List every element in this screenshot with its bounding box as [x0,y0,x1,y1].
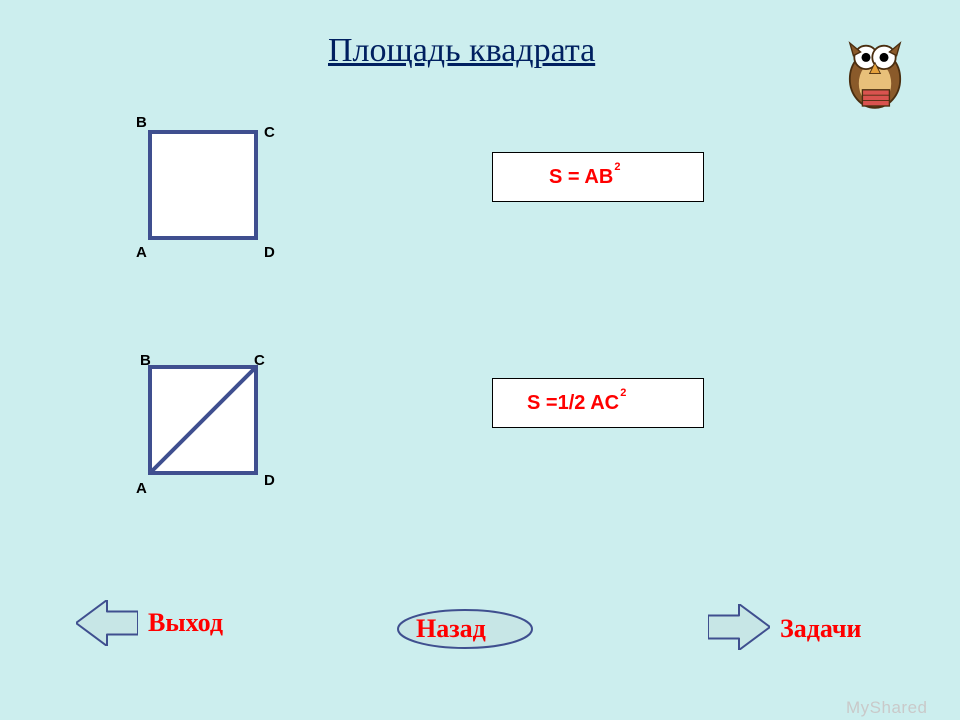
formula-2-exponent: 2 [620,387,626,399]
square-1-vertex-b: В [136,114,147,131]
exit-label[interactable]: Выход [148,608,223,638]
formula-2-text: S =1/2 AC [527,392,619,415]
square-2-vertex-a: А [136,480,147,497]
owl-icon [830,25,920,115]
square-1-vertex-c: С [264,124,275,141]
square-1-vertex-a: А [136,244,147,261]
formula-box-2: S =1/2 AC 2 [492,378,704,428]
back-label[interactable]: Назад [416,614,486,644]
page-title: Площадь квадрата [328,32,595,70]
square-2-vertex-b: В [140,352,151,369]
square-2 [148,365,258,475]
tasks-label[interactable]: Задачи [780,614,861,644]
watermark-text: MyShared [846,698,927,718]
square-2-vertex-d: D [264,472,275,489]
tasks-button[interactable] [708,604,770,650]
square-1 [148,130,258,240]
square-1-vertex-d: D [264,244,275,261]
exit-button[interactable] [76,600,138,646]
formula-1-exponent: 2 [614,161,620,173]
slide-stage: Площадь квадрата А В С D S = AB 2 А [0,0,960,720]
formula-1-text: S = AB [549,166,613,189]
formula-box-1: S = AB 2 [492,152,704,202]
square-2-vertex-c: С [254,352,265,369]
